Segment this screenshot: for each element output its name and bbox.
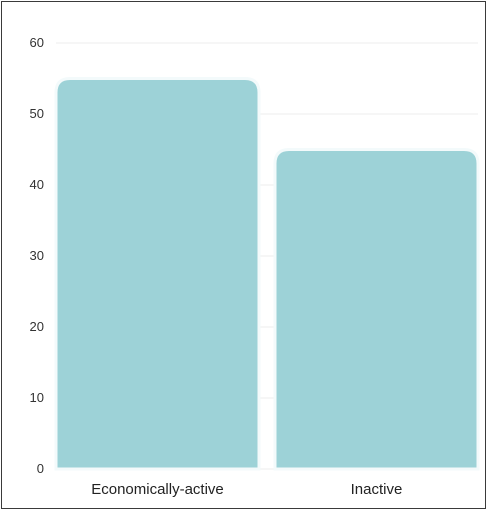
x-tick-label: Economically-active <box>91 481 224 498</box>
y-tick-label: 60 <box>30 35 44 50</box>
y-tick-label: 10 <box>30 390 44 405</box>
y-tick-label: 40 <box>30 177 44 192</box>
x-tick-label: Inactive <box>351 481 403 498</box>
bar <box>54 77 261 471</box>
y-tick-label: 50 <box>30 106 44 121</box>
y-tick-label: 0 <box>37 461 44 476</box>
y-tick-label: 30 <box>30 248 44 263</box>
bar <box>273 148 480 471</box>
y-tick-label: 20 <box>30 319 44 334</box>
